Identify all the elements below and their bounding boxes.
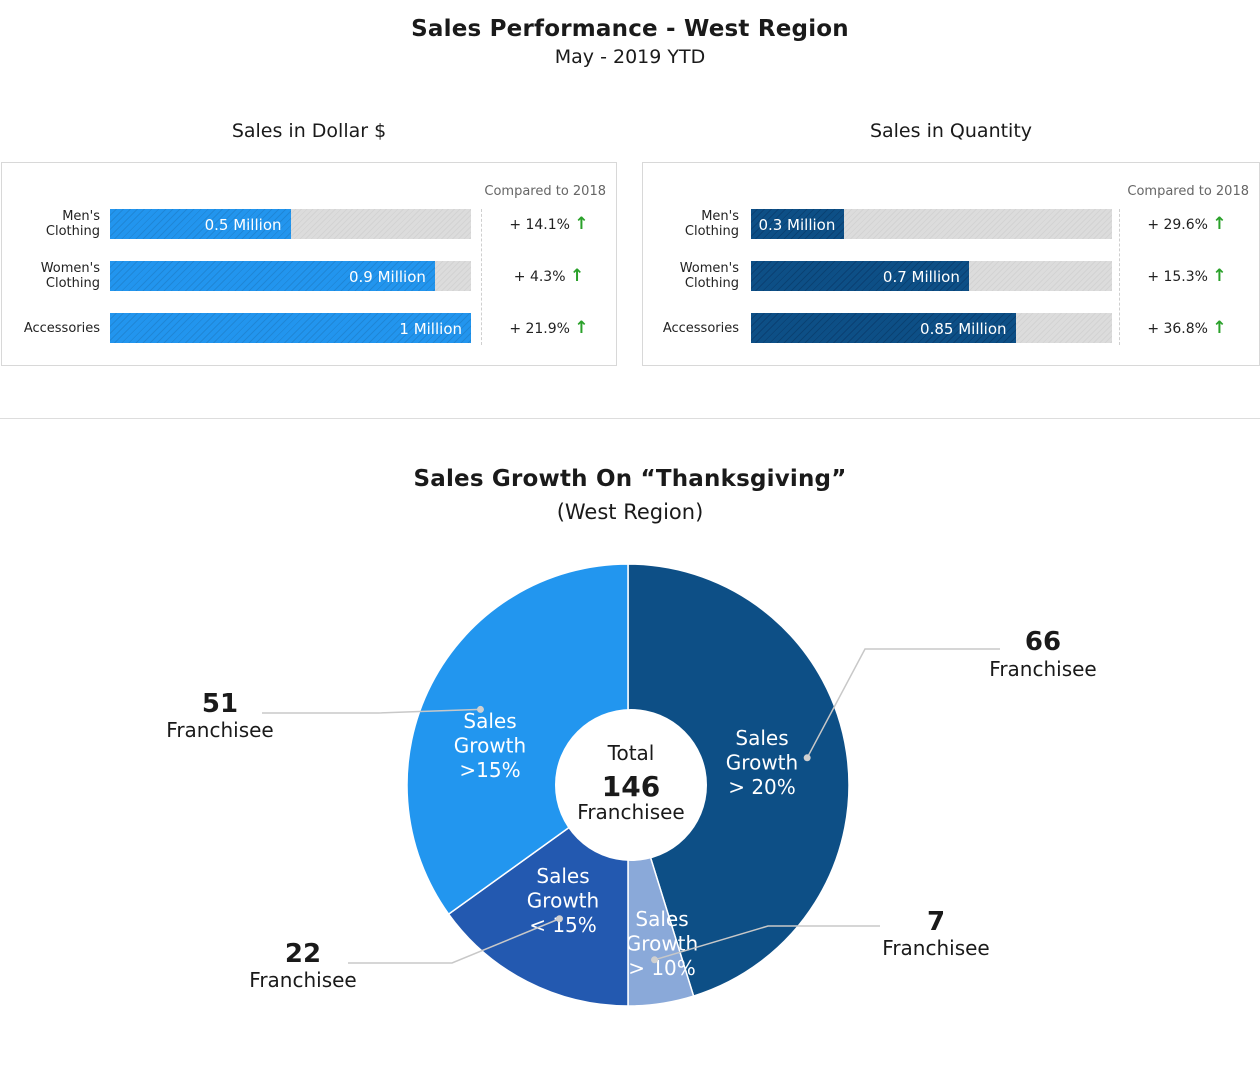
compared-to-label: Compared to 2018 [484,184,606,199]
center-total-value: 146 [602,770,660,803]
change-value: + 4.3% ↑ [513,266,585,286]
category-label: Men's Clothing [684,209,739,239]
callout-line [654,925,880,961]
dollar-sales-panel: Compared to 2018 Men's Clothing 0.5 Millio… [1,162,617,366]
bar-row: Men's Clothing 0.5 Million + 14.1% ↑ [2,208,616,240]
bar-track: 0.5 Million [110,209,471,239]
callout-dot [476,705,484,713]
bar-fill: 0.85 Million [751,313,1016,343]
slice-unit: Franchisee [989,657,1096,681]
up-arrow-icon: ↑ [574,214,589,234]
bar-fill: 0.3 Million [751,209,845,239]
page-title: Sales Performance - West Region [411,16,849,42]
change-value: + 36.8% ↑ [1147,318,1227,338]
bar-row: Accessories 1 Million + 21.9% ↑ [2,312,616,344]
slice-unit: Franchisee [249,968,356,992]
divider-line [1119,209,1120,345]
category-label: Accessories [23,320,100,336]
quantity-chart-title: Sales in Quantity [869,120,1033,142]
bar-row: Accessories 0.85 Million + 36.8% ↑ [643,312,1259,344]
bar-fill: 1 Million [110,313,471,343]
up-arrow-icon: ↑ [1212,214,1227,234]
compared-to-label: Compared to 2018 [1127,184,1249,199]
slice-count: 7 [927,907,945,937]
slice-count: 66 [1025,627,1061,657]
category-label: Men's Clothing [45,209,100,239]
bar-track: 0.85 Million [751,313,1112,343]
bar-track: 0.7 Million [751,261,1112,291]
center-total-label: Total [607,741,655,765]
change-value: + 14.1% ↑ [509,214,589,234]
slice-count: 51 [202,689,238,719]
page-subtitle: May - 2019 YTD [554,46,706,68]
callout-line [348,918,560,964]
slice-label: Sales Growth < 15% [527,864,599,937]
category-label: Accessories [662,320,739,336]
bar-value-label: 0.5 Million [204,216,282,234]
bar-track: 0.9 Million [110,261,471,291]
callout-dot [651,956,659,964]
callout-line [806,648,1000,759]
callout-dot [803,754,811,762]
change-value: + 29.6% ↑ [1147,214,1227,234]
up-arrow-icon: ↑ [1212,318,1227,338]
up-arrow-icon: ↑ [1212,266,1227,286]
pie-slice [406,563,629,916]
divider-line [481,209,482,345]
slice-label: Sales Growth > 20% [726,726,798,799]
bar-value-label: 0.85 Million [920,320,1007,338]
pie-slice [627,563,850,997]
bar-value-label: 0.3 Million [758,216,836,234]
slice-label: Sales Growth > 10% [626,907,698,980]
dollar-chart-title: Sales in Dollar $ [231,120,387,142]
quantity-sales-panel: Compared to 2018 Men's Clothing 0.3 Millio… [642,162,1260,366]
change-value: + 21.9% ↑ [509,318,589,338]
callout-line [262,708,481,714]
bar-fill: 0.7 Million [751,261,969,291]
slice-unit: Franchisee [166,718,273,742]
bar-row: Men's Clothing 0.3 Million + 29.6% ↑ [643,208,1259,240]
pie-chart-title: Sales Growth On “Thanksgiving” [413,466,847,492]
slice-count: 22 [285,939,321,969]
bar-row: Women's Clothing 0.9 Million + 4.3% ↑ [2,260,616,292]
bar-value-label: 0.9 Million [348,268,426,286]
bar-track: 0.3 Million [751,209,1112,239]
section-divider [0,418,1260,419]
category-label: Women's Clothing [679,261,739,291]
bar-value-label: 0.7 Million [882,268,960,286]
center-total-unit: Franchisee [577,800,684,824]
slice-label: Sales Growth >15% [454,709,526,782]
callout-dot [555,915,563,923]
bar-value-label: 1 Million [399,320,462,338]
change-value: + 15.3% ↑ [1147,266,1227,286]
up-arrow-icon: ↑ [569,266,585,286]
bar-track: 1 Million [110,313,471,343]
bar-row: Women's Clothing 0.7 Million + 15.3% ↑ [643,260,1259,292]
bar-fill: 0.5 Million [110,209,291,239]
bar-fill: 0.9 Million [110,261,435,291]
slice-unit: Franchisee [882,936,989,960]
donut-hole [555,709,707,861]
pie-chart-subtitle: (West Region) [556,500,704,524]
category-label: Women's Clothing [40,261,100,291]
up-arrow-icon: ↑ [574,318,589,338]
